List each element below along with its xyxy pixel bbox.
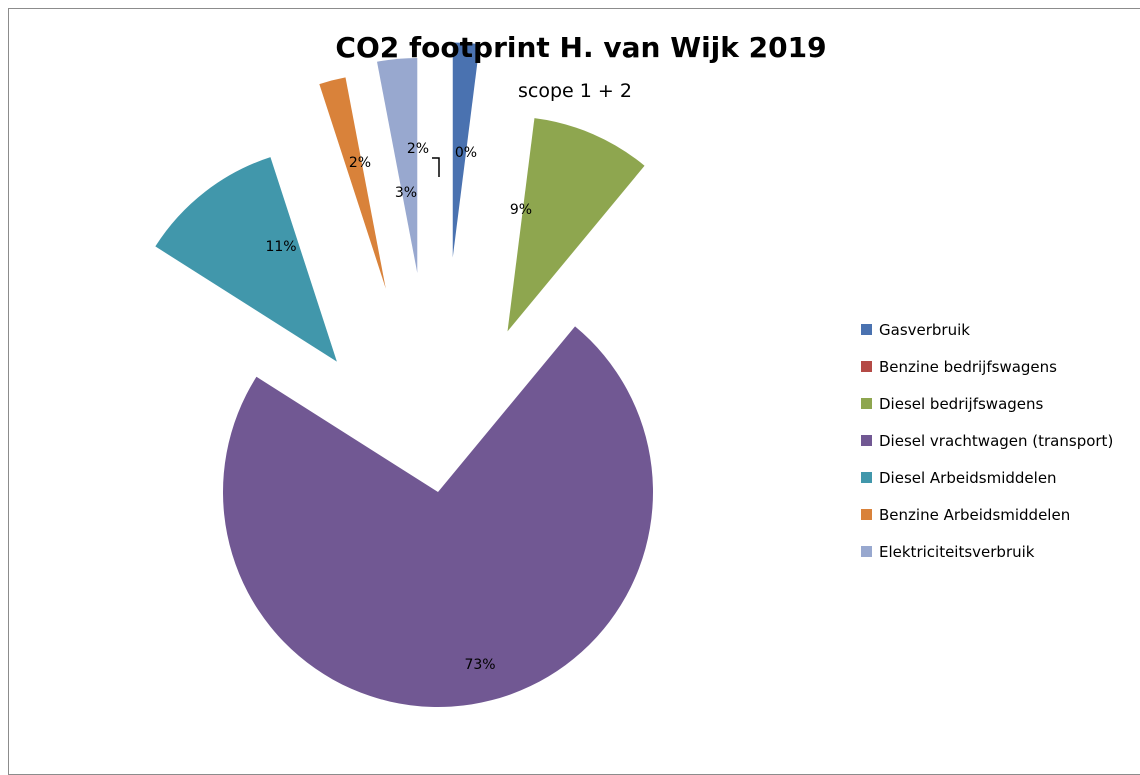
pie-slice-diesel-vrachtwagen-transport xyxy=(223,326,654,707)
legend-label: Diesel bedrijfswagens xyxy=(879,395,1044,413)
pie-slice-benzine-arbeidsmiddelen xyxy=(319,77,386,289)
chart-subtitle: scope 1 + 2 xyxy=(518,80,632,102)
legend-label: Benzine bedrijfswagens xyxy=(879,358,1057,376)
legend-label: Gasverbruik xyxy=(879,321,970,339)
legend-swatch xyxy=(861,324,872,335)
slice-label: 11% xyxy=(265,239,296,255)
pie-slice-diesel-bedrijfswagens xyxy=(507,118,645,332)
legend-label: Diesel vrachtwagen (transport) xyxy=(879,432,1113,450)
pie-slice-gasverbruik xyxy=(452,42,480,258)
slice-label: 2% xyxy=(349,155,371,171)
slice-label: 9% xyxy=(510,202,532,218)
pie-slice-elektriciteitsverbruik xyxy=(377,57,418,273)
pie-labels: 2% 0% 9% 73% 11% 2% 3% xyxy=(265,141,532,673)
slice-label: 73% xyxy=(464,657,495,673)
legend-label: Elektriciteitsverbruik xyxy=(879,543,1035,561)
legend-label: Diesel Arbeidsmiddelen xyxy=(879,469,1057,487)
pie-slice-diesel-arbeidsmiddelen xyxy=(155,157,337,362)
legend-swatch xyxy=(861,435,872,446)
slice-label: 0% xyxy=(455,145,477,161)
slice-label: 3% xyxy=(395,185,417,201)
legend-label: Benzine Arbeidsmiddelen xyxy=(879,506,1070,524)
legend-swatch xyxy=(861,472,872,483)
legend-swatch xyxy=(861,546,872,557)
chart-title: CO2 footprint H. van Wijk 2019 xyxy=(335,31,826,64)
legend-swatch xyxy=(861,398,872,409)
legend-swatch xyxy=(861,361,872,372)
slice-label: 2% xyxy=(407,141,429,157)
legend: Gasverbruik Benzine bedrijfswagens Diesel … xyxy=(861,321,1113,561)
label-leader-line xyxy=(432,157,440,177)
pie-slices xyxy=(155,42,654,707)
legend-swatch xyxy=(861,509,872,520)
